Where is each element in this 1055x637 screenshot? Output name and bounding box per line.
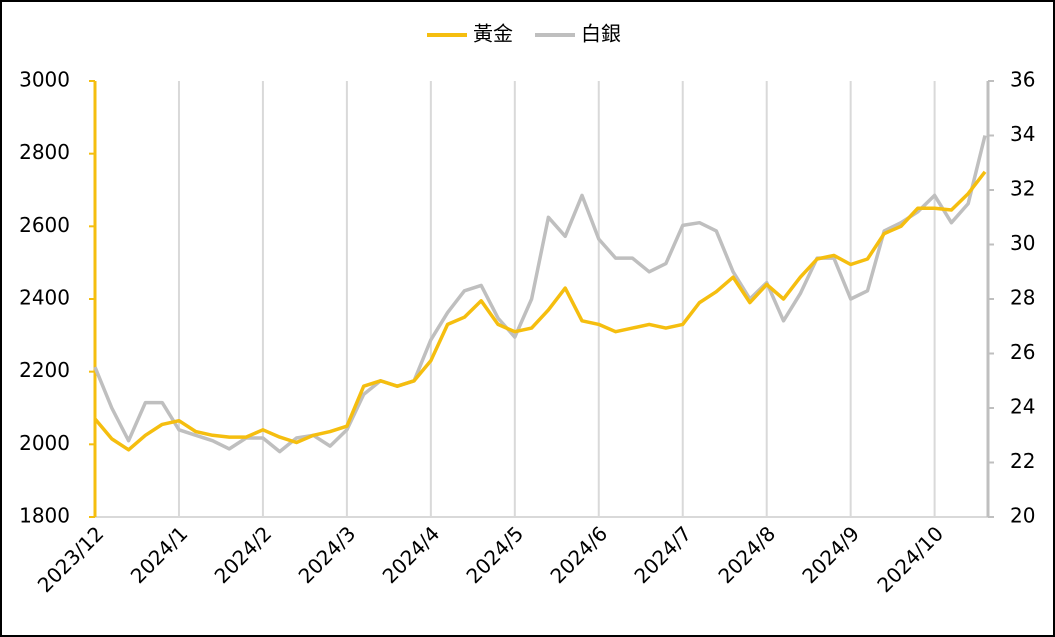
y2-tick-label: 20	[1010, 504, 1035, 528]
y-tick-label: 2400	[19, 286, 70, 310]
y-tick-label: 1800	[19, 504, 70, 528]
y2-tick-label: 24	[1010, 395, 1035, 419]
legend-label: 黃金	[473, 22, 513, 46]
y2-tick-label: 22	[1010, 449, 1035, 473]
series-line	[93, 170, 987, 452]
y-tick-label: 2800	[19, 140, 70, 164]
y2-tick-label: 30	[1010, 231, 1035, 255]
y-tick-label: 2200	[19, 358, 70, 382]
y2-tick-label: 36	[1010, 68, 1035, 92]
series-line	[93, 135, 987, 454]
y2-tick-label: 32	[1010, 177, 1035, 201]
legend-label: 白銀	[581, 22, 621, 46]
y-tick-label: 3000	[19, 68, 70, 92]
y-tick-label: 2000	[19, 431, 70, 455]
y-tick-label: 2600	[19, 213, 70, 237]
y2-tick-label: 26	[1010, 340, 1035, 364]
y2-tick-label: 34	[1010, 122, 1035, 146]
y2-tick-label: 28	[1010, 286, 1035, 310]
